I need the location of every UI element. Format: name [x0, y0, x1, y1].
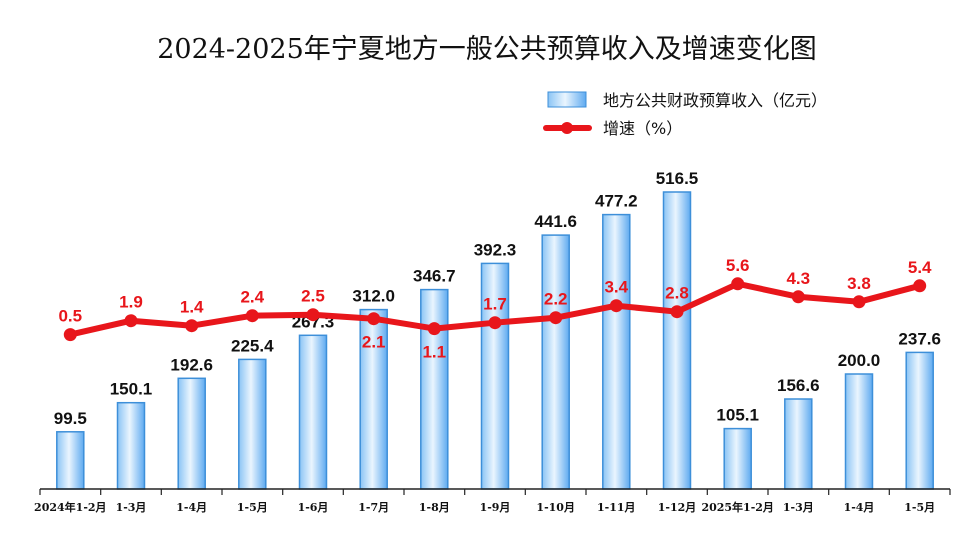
- bar-value-label: 105.1: [716, 406, 759, 425]
- bar: [298, 334, 328, 490]
- growth-point: [913, 279, 927, 293]
- growth-point: [609, 299, 623, 313]
- x-tick-label: 1-10月: [536, 501, 575, 514]
- bar-series: [56, 191, 934, 490]
- x-tick-label: 1-6月: [298, 501, 329, 514]
- growth-rate-label: 3.4: [604, 278, 628, 297]
- bar-value-label: 225.4: [231, 336, 274, 355]
- x-tick-label: 1-11月: [597, 501, 636, 514]
- growth-point: [488, 316, 502, 330]
- x-tick-label: 1-8月: [419, 501, 450, 514]
- growth-rate-label: 4.3: [786, 269, 810, 288]
- bar: [723, 427, 752, 490]
- growth-point: [852, 295, 866, 309]
- bar: [56, 431, 85, 490]
- legend-line-marker: [561, 122, 573, 134]
- bar-value-label: 516.5: [656, 169, 699, 188]
- growth-point: [185, 319, 199, 333]
- x-axis-ticks: [39, 489, 951, 495]
- growth-line-series: [63, 277, 927, 342]
- growth-rate-label: 1.4: [180, 298, 204, 317]
- x-tick-label: 1-5月: [237, 501, 268, 514]
- bar-value-label: 477.2: [595, 192, 638, 211]
- growth-point: [367, 312, 381, 326]
- growth-rate-label: 2.8: [665, 284, 689, 303]
- growth-rate-label: 1.7: [483, 295, 507, 314]
- x-tick-label: 1-4月: [176, 501, 207, 514]
- bar: [238, 358, 267, 490]
- x-axis-tick-labels: 2024年1-2月 1-3月 1-4月 1-5月 1-6月 1-7月 1-8月 1-9月 1-1…: [34, 500, 935, 514]
- legend-line-label: 增速（%）: [603, 119, 682, 138]
- bar: [602, 213, 631, 490]
- bar: [177, 377, 206, 490]
- growth-point: [791, 290, 805, 304]
- chart-title: 2024-2025年宁夏地方一般公共预算收入及增速变化图: [157, 34, 817, 65]
- x-tick-label: 1-12月: [658, 501, 697, 514]
- bar: [905, 351, 934, 490]
- legend: 地方公共财政预算收入（亿元） 增速（%）: [543, 91, 827, 138]
- growth-rate-label: 1.1: [422, 343, 446, 362]
- bar: [116, 401, 146, 490]
- legend-bar-swatch: [547, 91, 587, 108]
- growth-point: [124, 314, 138, 328]
- growth-point: [63, 328, 77, 342]
- growth-rate-label: 5.6: [726, 256, 750, 275]
- bar-value-label: 150.1: [110, 380, 153, 399]
- bar-value-label: 312.0: [352, 287, 395, 306]
- legend-bar-label: 地方公共财政预算收入（亿元）: [603, 91, 827, 110]
- growth-rate-label: 1.9: [119, 293, 143, 312]
- x-tick-label: 1-7月: [358, 501, 389, 514]
- growth-point: [731, 277, 745, 291]
- x-tick-label: 1-9月: [480, 501, 511, 514]
- bar: [662, 191, 692, 490]
- bar-value-label: 156.6: [777, 376, 820, 395]
- bar-value-labels: 99.5150.1192.6225.4267.3312.0346.7392.34…: [54, 169, 941, 428]
- growth-point: [670, 305, 684, 319]
- x-tick-label: 1-4月: [844, 501, 875, 514]
- bar-value-label: 346.7: [413, 267, 456, 286]
- growth-point: [549, 311, 563, 325]
- growth-point: [245, 309, 259, 323]
- growth-rate-label: 2.1: [362, 333, 386, 352]
- x-tick-label: 1-3月: [116, 501, 147, 514]
- bar: [420, 288, 449, 490]
- growth-rate-labels: 0.5 1.9 1.4 2.4 2.5 2.1 1.1 1.7 2.2 3.4 2.8 5.6 4.3 3…: [58, 256, 932, 362]
- growth-rate-label: 2.2: [544, 290, 568, 309]
- bar-value-label: 392.3: [474, 240, 517, 259]
- growth-rate-label: 0.5: [58, 307, 82, 326]
- bar-value-label: 99.5: [54, 409, 87, 428]
- bar-value-label: 192.6: [170, 355, 213, 374]
- bar: [541, 234, 570, 490]
- bar-value-label: 200.0: [838, 351, 881, 370]
- x-tick-label: 1-5月: [904, 501, 935, 514]
- growth-point: [306, 308, 320, 322]
- x-tick-label: 2025年1-2月: [701, 500, 774, 514]
- x-tick-label: 1-3月: [783, 501, 814, 514]
- bar-value-label: 237.6: [898, 329, 941, 348]
- bar-value-label: 441.6: [534, 212, 577, 231]
- growth-point: [427, 322, 441, 336]
- growth-rate-label: 5.4: [908, 258, 932, 277]
- bar: [480, 262, 510, 490]
- bar: [844, 373, 874, 490]
- growth-rate-label: 2.5: [301, 287, 325, 306]
- growth-rate-label: 3.8: [847, 274, 871, 293]
- bar: [784, 398, 813, 490]
- growth-rate-label: 2.4: [240, 288, 264, 307]
- x-tick-label: 2024年1-2月: [34, 500, 107, 514]
